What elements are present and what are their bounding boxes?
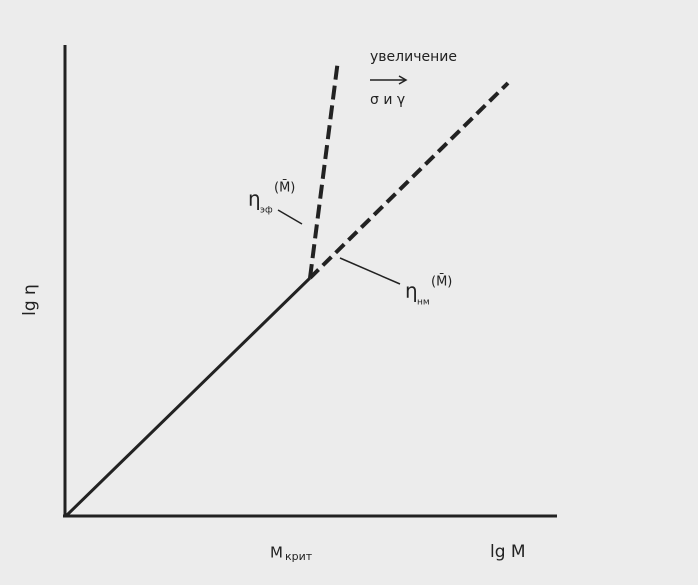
curve-symbol: η xyxy=(405,279,418,303)
curve-argument: (M̄) xyxy=(274,180,295,195)
critical-subscript: крит xyxy=(285,550,313,563)
solid-line xyxy=(65,276,312,517)
shallow-dashed-line xyxy=(308,81,510,280)
critical-symbol: M xyxy=(270,544,283,562)
arrow-head xyxy=(398,75,408,85)
curve-subscript: эф xyxy=(260,206,273,216)
params-label: σ и γ xyxy=(370,92,405,108)
x-axis-label: lg M xyxy=(490,542,526,562)
curve-symbol: η xyxy=(248,187,261,211)
leader-line xyxy=(277,209,303,225)
curve-argument: (M̄) xyxy=(431,274,452,289)
steep-dashed-line xyxy=(308,59,340,279)
curve-subscript: нм xyxy=(417,298,430,308)
increase-label: увеличение xyxy=(370,49,457,65)
y-axis-label: lg η xyxy=(20,284,40,316)
leader-line xyxy=(339,257,401,285)
